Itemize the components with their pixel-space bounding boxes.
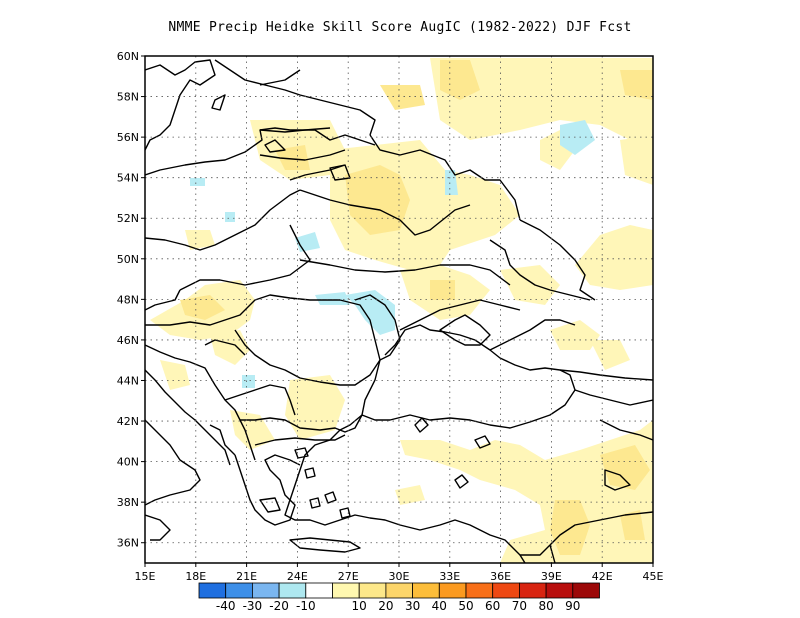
colorbar-swatch — [545, 582, 574, 599]
colorbar-swatch — [305, 582, 333, 599]
lat-tick-label: 52N — [117, 212, 139, 225]
colorbar-swatch — [225, 582, 253, 599]
lon-tick-label: 24E — [287, 570, 308, 583]
longitude-labels: 15E 18E 21E 24E 27E 30E 33E 36E 39E 42E 45E — [135, 563, 664, 583]
colorbar-label: 20 — [378, 599, 393, 613]
colorbar-swatch — [358, 582, 387, 599]
colorbar-label: 90 — [565, 599, 580, 613]
colorbar-label: 50 — [458, 599, 473, 613]
color-legend: -40 -30 -20 -10 10 20 30 40 50 60 70 80 90 — [198, 582, 600, 613]
colorbar-label: 30 — [405, 599, 420, 613]
colorbar-swatch — [492, 582, 520, 599]
lat-tick-label: 40N — [117, 456, 139, 469]
colorbar-label: 70 — [512, 599, 527, 613]
lat-tick-label: 46N — [117, 334, 139, 347]
colorbar-swatch — [385, 582, 413, 599]
lon-tick-label: 18E — [185, 570, 206, 583]
colorbar-swatch — [438, 582, 467, 599]
lon-tick-label: 42E — [592, 570, 613, 583]
lat-tick-label: 44N — [117, 374, 139, 387]
colorbar-swatch — [251, 582, 280, 599]
country-borders — [145, 59, 653, 563]
colorbar-swatch — [332, 582, 360, 599]
colorbar-label: 10 — [352, 599, 367, 613]
colorbar-swatch — [465, 582, 494, 599]
lat-tick-label: 42N — [117, 415, 139, 428]
map-title: NMME Precip Heidke Skill Score AugIC (19… — [168, 20, 632, 35]
colorbar-swatch — [278, 582, 307, 599]
colorbar-label: 80 — [538, 599, 553, 613]
lat-tick-label: 58N — [117, 91, 139, 104]
lon-tick-label: 45E — [643, 570, 664, 583]
colorbar-swatch — [412, 582, 440, 599]
lat-tick-label: 50N — [117, 253, 139, 266]
colorbar-label: -10 — [296, 599, 316, 613]
latitude-labels: 36N 38N 40N 42N 44N 46N 48N 50N 52N 54N 56N 58N 60N — [117, 50, 145, 550]
lon-tick-label: 15E — [135, 570, 156, 583]
colorbar-label: -30 — [243, 599, 263, 613]
lon-tick-label: 36E — [490, 570, 511, 583]
lon-tick-label: 30E — [389, 570, 410, 583]
colorbar-swatch — [198, 582, 227, 599]
lon-tick-label: 27E — [338, 570, 359, 583]
colorbar-label: -40 — [216, 599, 236, 613]
lat-tick-label: 36N — [117, 537, 139, 550]
lat-tick-label: 60N — [117, 50, 139, 63]
light-cyan-regions — [190, 120, 595, 388]
colorbar-swatch — [572, 582, 600, 599]
skill-field — [150, 58, 653, 563]
lat-tick-label: 56N — [117, 131, 139, 144]
colorbar-label: -20 — [269, 599, 289, 613]
lat-tick-label: 48N — [117, 293, 139, 306]
graticule — [145, 56, 653, 563]
colorbar-label: 60 — [485, 599, 500, 613]
lat-tick-label: 38N — [117, 496, 139, 509]
colorbar-label: 40 — [432, 599, 447, 613]
lon-tick-label: 39E — [541, 570, 562, 583]
lon-tick-label: 21E — [236, 570, 257, 583]
colorbar-swatch — [519, 582, 547, 599]
lat-tick-label: 54N — [117, 172, 139, 185]
lon-tick-label: 33E — [439, 570, 460, 583]
